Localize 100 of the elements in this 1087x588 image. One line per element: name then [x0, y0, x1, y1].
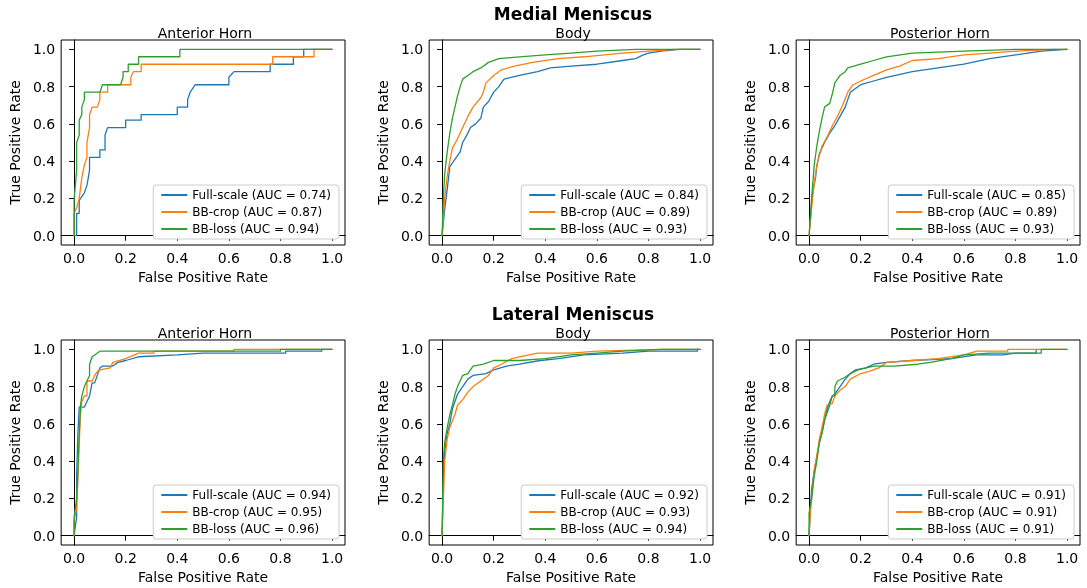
y-tick-label: 0.0	[767, 527, 791, 544]
x-tick-label: 0.4	[901, 550, 924, 566]
legend-label: BB-crop (AUC = 0.93)	[559, 505, 690, 519]
x-tick-label: 0.2	[482, 250, 505, 266]
y-tick-label: 0.6	[400, 415, 423, 432]
chart-subtitle: Anterior Horn	[157, 25, 253, 41]
x-axis-title: False Positive Rate	[138, 268, 269, 285]
y-tick-label: 0.8	[32, 78, 56, 95]
y-tick-label: 0.8	[400, 378, 423, 395]
y-tick-label: 1.0	[32, 341, 56, 358]
y-tick-label: 0.6	[767, 115, 791, 132]
legend-label: BB-crop (AUC = 0.95)	[192, 505, 323, 519]
x-tick-label: 0.8	[269, 550, 292, 566]
chart-subtitle: Anterior Horn	[157, 325, 253, 341]
y-axis-title: True Positive Rate	[374, 380, 391, 506]
y-axis-title: True Positive Rate	[742, 80, 758, 206]
x-tick-label: 1.0	[688, 250, 711, 266]
legend-label: BB-loss (AUC = 0.94)	[559, 522, 687, 536]
y-tick-label: 0.2	[32, 190, 56, 207]
x-tick-label: 0.2	[482, 550, 505, 566]
legend-label: BB-loss (AUC = 0.93)	[927, 222, 1055, 236]
x-tick-label: 0.6	[952, 550, 976, 566]
x-tick-label: 0.6	[217, 550, 241, 566]
x-axis-title: False Positive Rate	[873, 568, 1004, 585]
x-tick-label: 0.6	[217, 250, 241, 266]
y-tick-label: 0.2	[400, 490, 423, 507]
y-tick-label: 0.0	[767, 227, 791, 244]
legend-label: Full-scale (AUC = 0.74)	[192, 188, 332, 202]
chart-subtitle: Body	[554, 25, 591, 41]
y-tick-label: 0.4	[767, 453, 791, 470]
x-tick-label: 0.6	[585, 250, 608, 266]
y-tick-label: 0.6	[32, 415, 56, 432]
x-tick-label: 0.0	[797, 550, 821, 566]
y-tick-label: 0.6	[767, 415, 791, 432]
chart-subtitle: Posterior Horn	[890, 25, 990, 41]
y-tick-label: 0.4	[400, 453, 423, 470]
line-series	[440, 348, 701, 537]
y-tick-label: 0.2	[32, 490, 56, 507]
x-tick-label: 0.4	[533, 550, 556, 566]
y-tick-label: 0.6	[32, 115, 56, 132]
x-tick-label: 0.2	[849, 250, 872, 266]
legend-label: BB-loss (AUC = 0.91)	[927, 522, 1055, 536]
legend-label: BB-loss (AUC = 0.94)	[192, 222, 320, 236]
line-series	[440, 48, 701, 237]
x-tick-label: 0.4	[901, 250, 924, 266]
y-tick-label: 1.0	[400, 41, 423, 58]
line-series	[73, 48, 333, 237]
legend-label: Full-scale (AUC = 0.85)	[927, 188, 1067, 202]
legend-label: Full-scale (AUC = 0.91)	[927, 488, 1067, 502]
line-series	[73, 348, 333, 537]
x-tick-label: 0.0	[430, 550, 453, 566]
x-tick-label: 0.8	[1004, 250, 1027, 266]
y-tick-label: 0.0	[32, 227, 56, 244]
y-axis-title: True Positive Rate	[742, 380, 758, 506]
x-tick-label: 0.2	[849, 550, 872, 566]
y-tick-label: 0.2	[767, 490, 791, 507]
chart-title: Lateral Meniscus	[491, 303, 654, 324]
chart-title: Medial Meniscus	[493, 3, 652, 24]
x-tick-label: 1.0	[320, 250, 344, 266]
chart-subtitle: Body	[554, 325, 591, 341]
x-tick-label: 0.0	[62, 550, 86, 566]
y-tick-label: 0.0	[32, 527, 56, 544]
x-tick-label: 1.0	[320, 550, 344, 566]
x-tick-label: 0.4	[166, 550, 189, 566]
y-tick-label: 0.4	[767, 153, 791, 170]
legend-label: BB-loss (AUC = 0.96)	[192, 522, 320, 536]
y-tick-label: 0.2	[400, 190, 423, 207]
y-tick-label: 0.8	[400, 78, 423, 95]
y-tick-label: 0.8	[767, 378, 791, 395]
legend-label: BB-crop (AUC = 0.89)	[927, 205, 1058, 219]
x-tick-label: 0.0	[430, 250, 453, 266]
y-tick-label: 1.0	[767, 41, 791, 58]
x-tick-label: 0.8	[1004, 550, 1027, 566]
x-axis-title: False Positive Rate	[505, 568, 636, 585]
y-tick-label: 0.6	[400, 115, 423, 132]
y-axis-title: True Positive Rate	[374, 80, 391, 206]
x-tick-label: 0.4	[166, 250, 189, 266]
legend-label: BB-crop (AUC = 0.91)	[927, 505, 1058, 519]
legend-label: Full-scale (AUC = 0.92)	[559, 488, 699, 502]
y-axis-title: True Positive Rate	[7, 380, 23, 506]
y-tick-label: 0.2	[767, 190, 791, 207]
x-axis-title: False Positive Rate	[138, 568, 269, 585]
y-tick-label: 0.4	[400, 153, 423, 170]
legend-label: BB-loss (AUC = 0.93)	[559, 222, 687, 236]
x-tick-label: 1.0	[1055, 250, 1079, 266]
legend-label: Full-scale (AUC = 0.84)	[559, 188, 699, 202]
y-tick-label: 1.0	[400, 341, 423, 358]
x-tick-label: 0.2	[114, 550, 137, 566]
y-tick-label: 1.0	[767, 341, 791, 358]
x-tick-label: 0.8	[269, 250, 292, 266]
x-tick-label: 0.4	[533, 250, 556, 266]
x-tick-label: 0.8	[636, 250, 660, 266]
y-tick-label: 0.4	[32, 453, 56, 470]
y-tick-label: 0.4	[32, 153, 56, 170]
x-axis-title: False Positive Rate	[505, 268, 636, 285]
y-tick-label: 1.0	[32, 41, 56, 58]
x-axis-title: False Positive Rate	[873, 268, 1004, 285]
x-tick-label: 0.2	[114, 250, 137, 266]
x-tick-label: 1.0	[688, 550, 711, 566]
y-tick-label: 0.8	[32, 378, 56, 395]
